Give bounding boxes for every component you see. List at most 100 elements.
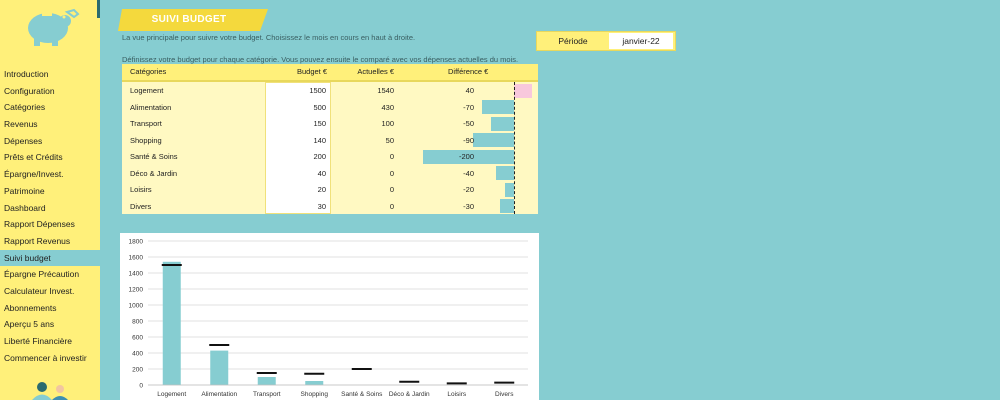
x-tick-label: Loisirs [447, 391, 467, 398]
y-tick-label: 1600 [129, 255, 144, 262]
people-illustration-icon [32, 382, 68, 400]
sidebar-item-depenses[interactable]: Dépenses [4, 135, 43, 146]
difference-bar [514, 83, 533, 98]
category-cell: Santé & Soins [130, 152, 178, 161]
sidebar-item-rapport-revenus[interactable]: Rapport Revenus [4, 235, 71, 246]
actual-cell: 430 [381, 102, 394, 112]
y-tick-label: 600 [132, 335, 143, 342]
period-value-input[interactable]: janvier-22 [609, 33, 673, 49]
sidebar-item-commencer-investir[interactable]: Commencer à investir [4, 352, 87, 363]
actual-bar [257, 377, 276, 385]
sidebar-item-epargne-precaution[interactable]: Épargne Précaution [4, 269, 80, 280]
header-actual: Actuelles € [357, 67, 394, 76]
sidebar-item-prets-credits[interactable]: Prêts et Crédits [4, 152, 63, 163]
x-tick-label: Transport [253, 391, 281, 398]
actual-cell: 0 [389, 185, 394, 194]
header-categories: Catégories [130, 67, 167, 76]
sidebar-item-configuration[interactable]: Configuration [4, 85, 55, 96]
y-tick-label: 1000 [129, 303, 144, 310]
budget-cell[interactable]: 20 [317, 185, 326, 194]
actual-bar [162, 261, 181, 385]
sidebar-item-suivi-budget[interactable]: Suivi budget [0, 249, 100, 267]
actual-cell: 0 [389, 152, 394, 161]
y-tick-label: 1200 [129, 287, 144, 294]
actual-cell: 50 [385, 135, 394, 145]
budget-cell[interactable]: 200 [313, 152, 326, 161]
y-tick-label: 0 [139, 383, 143, 390]
sidebar-item-abonnements[interactable]: Abonnements [4, 302, 57, 313]
category-cell: Déco & Jardin [130, 168, 178, 178]
actual-cell: 0 [389, 168, 394, 178]
y-tick-label: 1400 [129, 271, 144, 278]
sidebar-item-epargne-invest[interactable]: Épargne/Invest. [4, 169, 64, 180]
sidebar-item-patrimoine[interactable]: Patrimoine [4, 185, 45, 196]
y-tick-label: 800 [132, 319, 143, 326]
sidebar-item-calculateur-invest[interactable]: Calculateur Invest. [4, 285, 75, 296]
x-tick-label: Alimentation [201, 391, 237, 398]
active-indicator [97, 0, 100, 18]
difference-bar [473, 133, 514, 147]
difference-cell: -20 [463, 185, 474, 194]
budget-chart: 0 200 400 600 800 1000 1200 1400 1600 1800 Logemen… [120, 233, 539, 400]
budget-table: Catégories Budget € Actuelles € Différen… [122, 64, 538, 214]
sidebar-item-introduction[interactable]: Introduction [4, 69, 49, 79]
difference-bar [495, 166, 514, 180]
page-title: SUIVI BUDGET [151, 14, 227, 25]
x-tick-label: Déco & Jardin [389, 391, 430, 398]
x-tick-label: Logement [157, 391, 186, 398]
sidebar-item-categories[interactable]: Catégories [4, 102, 46, 113]
budget-cell[interactable]: 1500 [309, 86, 326, 95]
piggy-bank-icon [28, 8, 80, 46]
table-header: Catégories Budget € Actuelles € Différen… [122, 64, 538, 82]
budget-input-column [265, 82, 331, 214]
difference-cell: -30 [463, 201, 474, 211]
budget-cell[interactable]: 40 [317, 168, 326, 178]
difference-bar [504, 182, 514, 197]
y-tick-label: 400 [132, 351, 143, 358]
actual-bar [305, 381, 324, 385]
x-tick-label: Santé & Soins [341, 391, 383, 398]
header-difference: Différence € [448, 67, 489, 76]
difference-zero-line [514, 82, 515, 214]
difference-cell: 40 [465, 86, 474, 95]
sidebar-item-dashboard[interactable]: Dashboard [4, 202, 46, 213]
header-budget: Budget € [296, 67, 327, 76]
actual-bar [210, 350, 229, 385]
sidebar-item-liberte-financiere[interactable]: Liberté Financière [4, 336, 73, 346]
actual-cell: 0 [389, 201, 394, 211]
actual-cell: 100 [381, 119, 394, 128]
difference-cell: -40 [463, 168, 474, 178]
difference-bar [491, 116, 514, 131]
y-tick-label: 200 [132, 367, 143, 374]
x-tick-label: Divers [495, 391, 514, 398]
x-tick-label: Shopping [301, 391, 329, 398]
period-selector: Période janvier-22 [536, 31, 676, 51]
sidebar: Introduction Configuration Catégories Re… [0, 0, 100, 400]
difference-bar [423, 149, 514, 164]
sidebar-nav: Introduction Configuration Catégories Re… [0, 66, 100, 366]
difference-cell: -90 [463, 135, 474, 145]
difference-cell: -50 [463, 119, 474, 128]
budget-cell[interactable]: 150 [313, 119, 326, 128]
category-cell: Alimentation [130, 102, 172, 112]
page-title-banner: SUIVI BUDGET [118, 9, 268, 31]
difference-bar [500, 199, 514, 213]
category-cell: Logement [130, 86, 164, 95]
budget-cell[interactable]: 500 [313, 102, 326, 112]
budget-cell[interactable]: 30 [317, 201, 326, 211]
sidebar-item-rapport-depenses[interactable]: Rapport Dépenses [4, 219, 75, 230]
sidebar-item-revenus[interactable]: Revenus [4, 119, 38, 130]
sidebar-item-apercu-5-ans[interactable]: Aperçu 5 ans [4, 319, 55, 330]
banner-shape [118, 9, 268, 31]
category-cell: Transport [130, 119, 162, 128]
budget-cell[interactable]: 140 [313, 135, 326, 145]
difference-cell: -70 [463, 102, 474, 112]
table-intro-text: Définissez votre budget pour chaque caté… [122, 55, 519, 64]
actual-cell: 1540 [377, 86, 394, 95]
page-subtitle: La vue principale pour suivre votre budg… [122, 33, 416, 42]
difference-bar [482, 100, 514, 114]
chart-svg: 0 200 400 600 800 1000 1200 1400 1600 1800 Logemen… [129, 239, 528, 398]
category-cell: Shopping [130, 135, 162, 145]
period-label: Période [558, 36, 588, 46]
difference-cell: -200 [458, 152, 474, 161]
